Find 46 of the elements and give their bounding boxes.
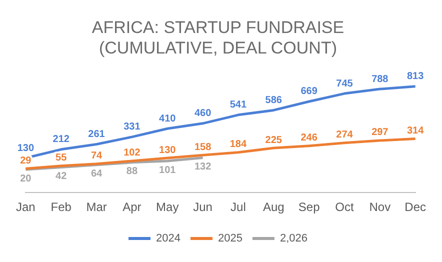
x-tick-label: Apr	[122, 200, 142, 214]
x-tick-label: Mar	[86, 200, 107, 214]
data-label: 212	[52, 134, 70, 146]
data-label: 297	[372, 127, 389, 138]
data-label: 101	[159, 164, 176, 176]
data-label: 29	[20, 155, 32, 166]
data-label: 314	[406, 125, 424, 136]
data-label: 130	[159, 144, 176, 156]
x-tick-label: Jun	[193, 200, 212, 214]
data-label: 246	[300, 132, 318, 144]
x-tick-label: Feb	[50, 200, 72, 214]
data-label: 20	[20, 173, 32, 184]
data-label: 74	[90, 150, 103, 162]
data-label: 261	[88, 129, 106, 140]
x-tick-label: Oct	[335, 200, 354, 214]
data-label: 813	[406, 71, 424, 82]
legend-label: 2024	[156, 232, 180, 245]
data-label: 745	[336, 78, 354, 90]
data-label: 88	[126, 166, 138, 178]
data-label: 669	[300, 86, 318, 98]
data-label: 331	[124, 122, 141, 133]
x-tick-label: Sep	[298, 200, 320, 214]
x-tick-label: May	[156, 200, 179, 214]
data-label: 132	[194, 162, 212, 173]
data-label: 410	[159, 113, 176, 124]
x-tick-label: Aug	[262, 200, 284, 214]
data-label: 42	[56, 170, 68, 182]
chart-title: AFRICA: STARTUP FUNDRAISE (CUMULATIVE, DEAL COUNT)	[92, 18, 344, 58]
data-label: 225	[265, 134, 282, 146]
data-label: 130	[17, 142, 34, 154]
data-label: 586	[265, 94, 282, 106]
data-label: 788	[372, 74, 389, 85]
data-label: 102	[124, 148, 141, 159]
data-label: 460	[194, 108, 212, 120]
data-label: 184	[230, 139, 247, 150]
x-tick-label: Jul	[230, 200, 246, 214]
data-label: 541	[230, 100, 247, 111]
legend-label: 2025	[218, 232, 242, 245]
data-label: 158	[194, 142, 212, 153]
data-label: 64	[90, 168, 103, 180]
legend-label: 2,026	[280, 232, 308, 245]
data-label: 274	[336, 130, 354, 141]
x-tick-label: Jan	[16, 200, 36, 214]
x-tick-label: Dec	[404, 200, 426, 214]
x-tick-label: Nov	[369, 200, 391, 214]
data-label: 55	[56, 152, 68, 164]
